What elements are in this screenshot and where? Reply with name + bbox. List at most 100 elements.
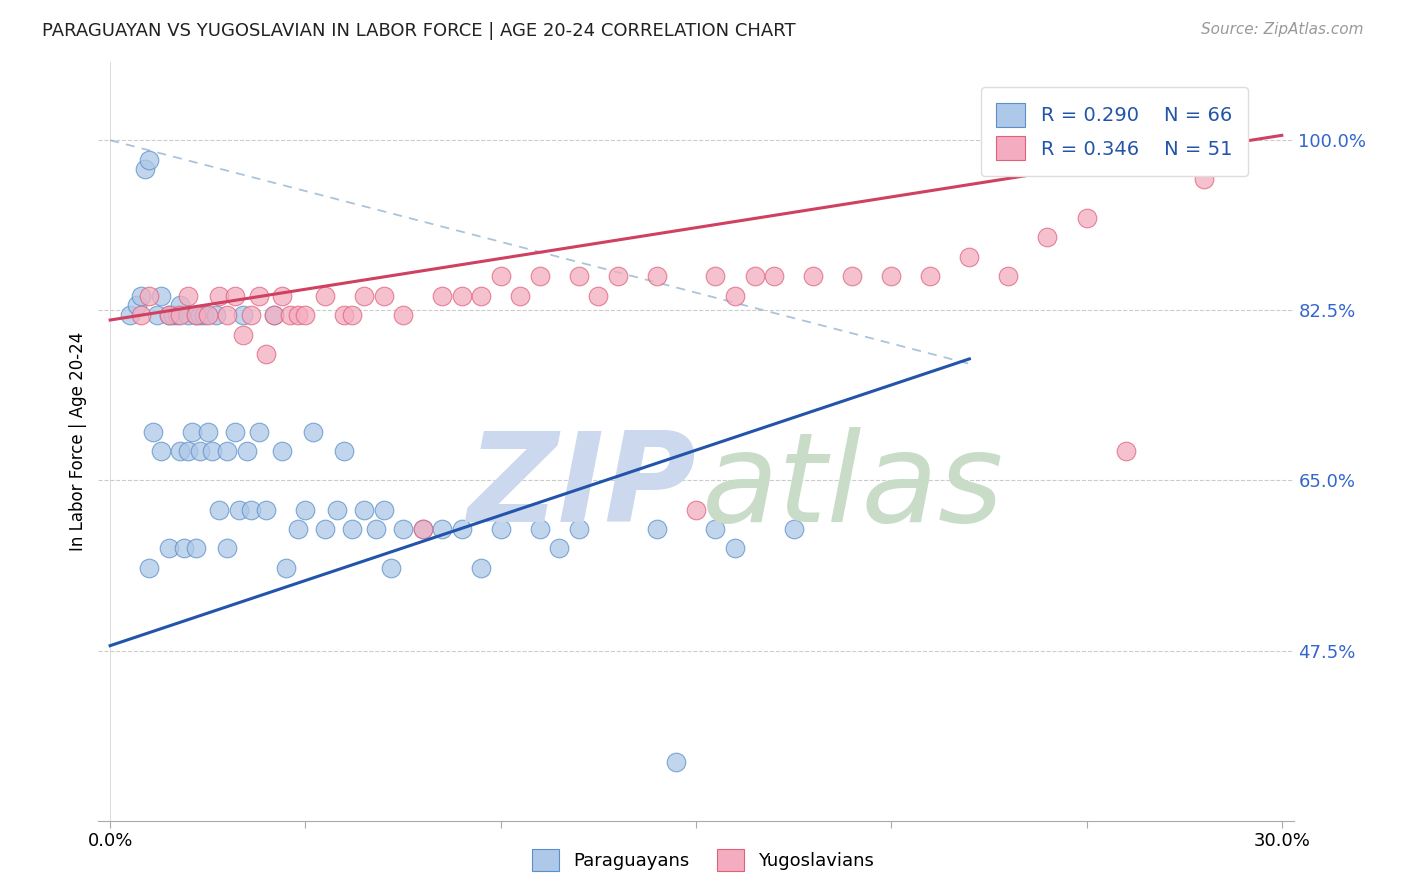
Point	[271, 444, 294, 458]
Point	[724, 289, 747, 303]
Point	[470, 289, 492, 303]
Point	[184, 308, 207, 322]
Point	[314, 522, 336, 536]
Point	[224, 425, 246, 439]
Point	[364, 522, 387, 536]
Point	[254, 502, 277, 516]
Point	[217, 541, 239, 556]
Point	[997, 269, 1019, 284]
Point	[333, 308, 356, 322]
Point	[177, 289, 200, 303]
Text: ZIP: ZIP	[467, 426, 696, 548]
Point	[127, 298, 149, 312]
Point	[294, 308, 316, 322]
Point	[645, 269, 668, 284]
Point	[274, 561, 297, 575]
Point	[193, 308, 215, 322]
Point	[217, 444, 239, 458]
Point	[204, 308, 226, 322]
Point	[373, 502, 395, 516]
Point	[342, 308, 364, 322]
Point	[217, 308, 239, 322]
Point	[704, 269, 727, 284]
Legend: R = 0.290    N = 66, R = 0.346    N = 51: R = 0.290 N = 66, R = 0.346 N = 51	[980, 87, 1249, 176]
Text: Source: ZipAtlas.com: Source: ZipAtlas.com	[1201, 22, 1364, 37]
Point	[450, 289, 472, 303]
Point	[287, 522, 309, 536]
Point	[841, 269, 863, 284]
Point	[450, 522, 472, 536]
Point	[254, 347, 277, 361]
Point	[169, 308, 191, 322]
Point	[353, 289, 375, 303]
Point	[177, 444, 200, 458]
Point	[239, 502, 262, 516]
Point	[263, 308, 285, 322]
Point	[548, 541, 571, 556]
Point	[169, 298, 191, 312]
Point	[685, 502, 707, 516]
Point	[724, 541, 747, 556]
Point	[177, 308, 200, 322]
Point	[173, 541, 195, 556]
Point	[920, 269, 942, 284]
Point	[118, 308, 141, 322]
Point	[134, 162, 156, 177]
Point	[744, 269, 766, 284]
Point	[325, 502, 347, 516]
Point	[302, 425, 325, 439]
Point	[782, 522, 804, 536]
Point	[138, 153, 160, 167]
Point	[1192, 172, 1215, 186]
Point	[470, 561, 492, 575]
Point	[166, 308, 188, 322]
Point	[645, 522, 668, 536]
Point	[232, 308, 254, 322]
Point	[232, 327, 254, 342]
Point	[131, 308, 153, 322]
Point	[184, 308, 207, 322]
Point	[333, 444, 356, 458]
Point	[149, 289, 172, 303]
Point	[157, 308, 180, 322]
Point	[138, 289, 160, 303]
Point	[509, 289, 531, 303]
Point	[1115, 444, 1137, 458]
Point	[568, 522, 591, 536]
Point	[138, 561, 160, 575]
Point	[169, 444, 191, 458]
Point	[224, 289, 246, 303]
Point	[704, 522, 727, 536]
Point	[489, 269, 512, 284]
Point	[1076, 211, 1098, 225]
Point	[342, 522, 364, 536]
Point	[131, 289, 153, 303]
Point	[208, 289, 231, 303]
Point	[880, 269, 903, 284]
Point	[957, 250, 980, 264]
Point	[529, 269, 551, 284]
Point	[271, 289, 294, 303]
Point	[373, 289, 395, 303]
Point	[1036, 230, 1059, 244]
Point	[197, 425, 219, 439]
Point	[263, 308, 285, 322]
Point	[430, 522, 453, 536]
Point	[568, 269, 591, 284]
Point	[489, 522, 512, 536]
Point	[162, 308, 184, 322]
Point	[665, 756, 688, 770]
Point	[763, 269, 786, 284]
Point	[801, 269, 824, 284]
Point	[188, 308, 211, 322]
Point	[247, 425, 270, 439]
Point	[392, 522, 415, 536]
Point	[247, 289, 270, 303]
Point	[239, 308, 262, 322]
Point	[412, 522, 434, 536]
Point	[146, 308, 169, 322]
Point	[142, 425, 165, 439]
Point	[278, 308, 301, 322]
Point	[606, 269, 628, 284]
Point	[236, 444, 259, 458]
